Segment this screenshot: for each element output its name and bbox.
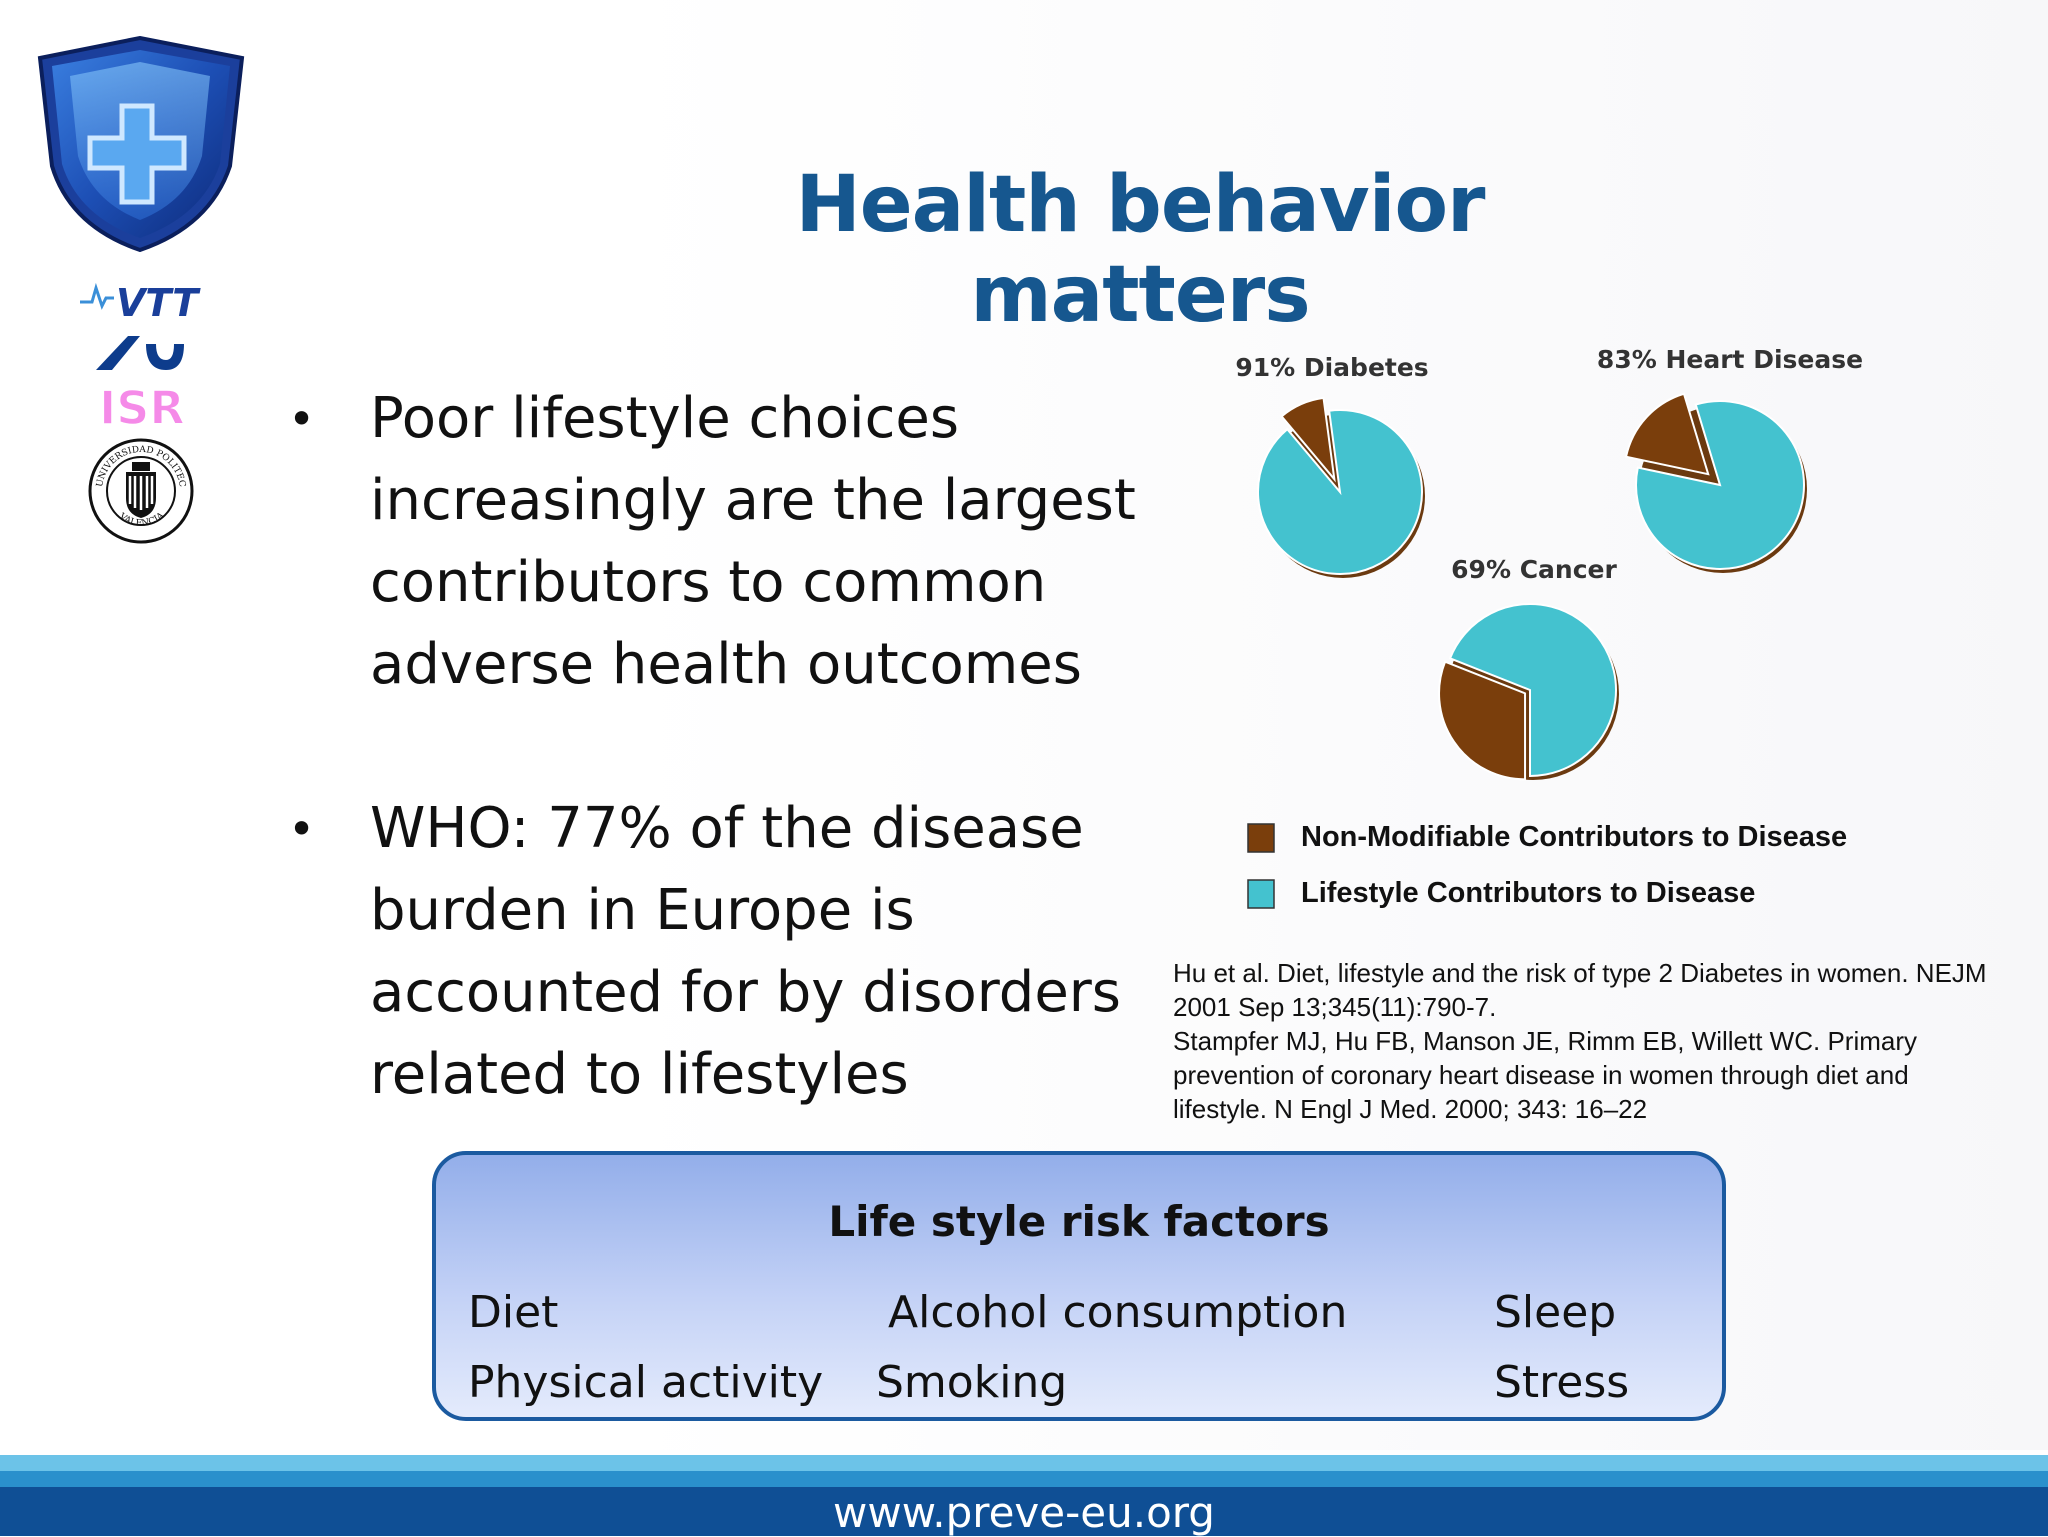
isr-logo-text: ISR bbox=[99, 381, 185, 430]
risk-factor-item: Diet bbox=[468, 1287, 559, 1338]
upv-seal-logo: UNIVERSIDAD POLITECNICA VALENCIA bbox=[88, 438, 194, 544]
vtt-logo: VTT bbox=[80, 281, 201, 320]
footer-url: www.preve-eu.org bbox=[833, 1488, 1215, 1537]
pie-label: 69% Cancer bbox=[1451, 555, 1617, 584]
legend-swatch bbox=[1247, 879, 1275, 909]
pie-slice-lifestyle bbox=[1448, 603, 1617, 778]
pie-slice-non-modifiable bbox=[1438, 660, 1527, 781]
reference-item: Stampfer MJ, Hu FB, Manson JE, Rimm EB, … bbox=[1173, 1026, 1917, 1124]
pie-slice-non-modifiable bbox=[1624, 392, 1710, 476]
au-logo bbox=[96, 336, 184, 370]
risk-factor-item: Smoking bbox=[876, 1357, 1068, 1408]
risk-factor-item: Sleep bbox=[1494, 1287, 1617, 1338]
pie-slice-lifestyle bbox=[1257, 409, 1423, 575]
legend-swatch bbox=[1247, 823, 1275, 853]
bullet-text: Poor lifestyle choices increasingly are … bbox=[370, 386, 1136, 697]
bullet-item: • Poor lifestyle choices increasingly ar… bbox=[288, 378, 1148, 706]
footer-stripe-light bbox=[0, 1455, 2048, 1471]
references: Hu et al. Diet, lifestyle and the risk o… bbox=[1173, 956, 2003, 1126]
risk-factor-item: Stress bbox=[1494, 1357, 1630, 1408]
risk-factors-box: Life style risk factors Diet Physical ac… bbox=[432, 1151, 1726, 1421]
risk-factor-item: Physical activity bbox=[468, 1357, 824, 1408]
bullet-list: • Poor lifestyle choices increasingly ar… bbox=[288, 378, 1148, 1116]
slide-title: Health behavior matters bbox=[795, 160, 1485, 340]
bullet-text: WHO: 77% of the disease burden in Europe… bbox=[370, 796, 1121, 1107]
reference-item: Hu et al. Diet, lifestyle and the risk o… bbox=[1173, 958, 1987, 1022]
risk-factor-item: Alcohol consumption bbox=[888, 1287, 1348, 1338]
pie-slice-non-modifiable bbox=[1280, 396, 1336, 483]
legend-label: Non-Modifiable Contributors to Disease bbox=[1301, 821, 1847, 853]
footer-bar bbox=[0, 1487, 2048, 1536]
preve-shield-logo bbox=[37, 36, 245, 252]
footer-stripe-mid bbox=[0, 1471, 2048, 1487]
pie-label: 83% Heart Disease bbox=[1597, 345, 1863, 374]
risk-factors-title: Life style risk factors bbox=[828, 1197, 1330, 1246]
pie-label: 91% Diabetes bbox=[1235, 353, 1428, 382]
pie-slice-lifestyle bbox=[1635, 400, 1805, 570]
isr-logo: ISR bbox=[98, 380, 185, 430]
disease-contributors-pie-charts: 91% Diabetes 83% Heart Disease 69% Cancer N… bbox=[1235, 345, 1863, 909]
bullet-dot: • bbox=[288, 392, 316, 446]
vtt-logo-text: VTT bbox=[116, 281, 201, 320]
legend-label: Lifestyle Contributors to Disease bbox=[1301, 877, 1755, 909]
bullet-item: • WHO: 77% of the disease burden in Euro… bbox=[288, 788, 1148, 1116]
bullet-dot: • bbox=[288, 802, 316, 856]
